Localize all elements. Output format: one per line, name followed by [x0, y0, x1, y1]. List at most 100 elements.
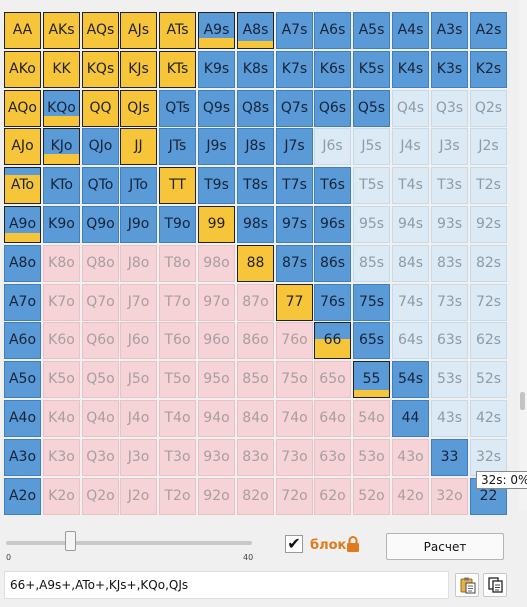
hand-cell[interactable]: T8s: [237, 167, 274, 204]
hand-cell[interactable]: K8s: [237, 51, 274, 88]
hand-cell[interactable]: A9o: [4, 206, 41, 243]
hand-cell[interactable]: 92o: [198, 478, 235, 515]
hand-cell[interactable]: ATs: [159, 12, 196, 49]
hand-cell[interactable]: Q6o: [82, 322, 119, 359]
hand-cell[interactable]: 98o: [198, 245, 235, 282]
hand-cell[interactable]: K5o: [43, 361, 80, 398]
hand-cell[interactable]: 82o: [237, 478, 274, 515]
hand-cell[interactable]: T7s: [276, 167, 313, 204]
hand-cell[interactable]: 44: [392, 400, 429, 437]
hand-cell[interactable]: K7s: [276, 51, 313, 88]
hand-cell[interactable]: A6s: [314, 12, 351, 49]
hand-cell[interactable]: 85s: [353, 245, 390, 282]
hand-cell[interactable]: 32o: [431, 478, 468, 515]
hand-cell[interactable]: 43o: [392, 439, 429, 476]
hand-cell[interactable]: KQs: [82, 51, 119, 88]
hand-cell[interactable]: AA: [4, 12, 41, 49]
hand-cell[interactable]: K8o: [43, 245, 80, 282]
hand-cell[interactable]: KK: [43, 51, 80, 88]
hand-cell[interactable]: K7o: [43, 284, 80, 321]
hand-cell[interactable]: Q5s: [353, 90, 390, 127]
hand-cell[interactable]: 43s: [431, 400, 468, 437]
hand-cell[interactable]: KJs: [120, 51, 157, 88]
hand-cell[interactable]: T3s: [431, 167, 468, 204]
hand-cell[interactable]: 64o: [314, 400, 351, 437]
hand-cell[interactable]: Q3s: [431, 90, 468, 127]
hand-cell[interactable]: K4o: [43, 400, 80, 437]
hand-cell[interactable]: A4o: [4, 400, 41, 437]
hand-cell[interactable]: 93o: [198, 439, 235, 476]
hand-cell[interactable]: J5s: [353, 128, 390, 165]
hand-cell[interactable]: J3o: [120, 439, 157, 476]
hand-cell[interactable]: 54s: [392, 361, 429, 398]
hand-cell[interactable]: AKo: [4, 51, 41, 88]
hand-cell[interactable]: A8o: [4, 245, 41, 282]
hand-cell[interactable]: A3o: [4, 439, 41, 476]
hand-cell[interactable]: 73s: [431, 284, 468, 321]
hand-cell[interactable]: K3s: [431, 51, 468, 88]
range-slider-handle[interactable]: [65, 531, 76, 551]
hand-cell[interactable]: JTs: [159, 128, 196, 165]
hand-cell[interactable]: Q2o: [82, 478, 119, 515]
hand-cell[interactable]: 76s: [314, 284, 351, 321]
hand-cell[interactable]: T3o: [159, 439, 196, 476]
hand-cell[interactable]: 75s: [353, 284, 390, 321]
hand-cell[interactable]: AQs: [82, 12, 119, 49]
hand-cell[interactable]: J3s: [431, 128, 468, 165]
hand-cell[interactable]: J7o: [120, 284, 157, 321]
hand-cell[interactable]: AQo: [4, 90, 41, 127]
hand-cell[interactable]: 86o: [237, 322, 274, 359]
hand-cell[interactable]: T5o: [159, 361, 196, 398]
hand-cell[interactable]: 55: [353, 361, 390, 398]
hand-cell[interactable]: K9s: [198, 51, 235, 88]
hand-cell[interactable]: T9o: [159, 206, 196, 243]
hand-cell[interactable]: J5o: [120, 361, 157, 398]
hand-cell[interactable]: ATo: [4, 167, 41, 204]
hand-cell[interactable]: 72o: [276, 478, 313, 515]
hand-cell[interactable]: 63s: [431, 322, 468, 359]
hand-cell[interactable]: J8s: [237, 128, 274, 165]
hand-cell[interactable]: AJs: [120, 12, 157, 49]
hand-cell[interactable]: 93s: [431, 206, 468, 243]
hand-cell[interactable]: QTs: [159, 90, 196, 127]
hand-cell[interactable]: 63o: [314, 439, 351, 476]
hand-cell[interactable]: KTs: [159, 51, 196, 88]
hand-cell[interactable]: A4s: [392, 12, 429, 49]
hand-cell[interactable]: 92s: [470, 206, 507, 243]
hand-cell[interactable]: A5s: [353, 12, 390, 49]
hand-cell[interactable]: 96s: [314, 206, 351, 243]
hand-cell[interactable]: A8s: [237, 12, 274, 49]
hand-cell[interactable]: Q7o: [82, 284, 119, 321]
hand-cell[interactable]: 84s: [392, 245, 429, 282]
hand-cell[interactable]: 83o: [237, 439, 274, 476]
hand-cell[interactable]: K2s: [470, 51, 507, 88]
hand-cell[interactable]: A7o: [4, 284, 41, 321]
hand-cell[interactable]: JJ: [120, 128, 157, 165]
hand-cell[interactable]: J6o: [120, 322, 157, 359]
hand-cell[interactable]: Q8o: [82, 245, 119, 282]
hand-cell[interactable]: 73o: [276, 439, 313, 476]
hand-cell[interactable]: A2o: [4, 478, 41, 515]
hand-cell[interactable]: A7s: [276, 12, 313, 49]
hand-cell[interactable]: J9s: [198, 128, 235, 165]
calculate-button[interactable]: Расчет: [386, 533, 504, 560]
hand-cell[interactable]: T5s: [353, 167, 390, 204]
hand-cell[interactable]: 65o: [314, 361, 351, 398]
hand-cell[interactable]: J2o: [120, 478, 157, 515]
hand-cell[interactable]: KQo: [43, 90, 80, 127]
hand-cell[interactable]: K6s: [314, 51, 351, 88]
hand-cell[interactable]: 87o: [237, 284, 274, 321]
hand-cell[interactable]: T6s: [314, 167, 351, 204]
hand-cell[interactable]: QJs: [120, 90, 157, 127]
hand-cell[interactable]: 74s: [392, 284, 429, 321]
hand-cell[interactable]: J8o: [120, 245, 157, 282]
hand-cell[interactable]: A5o: [4, 361, 41, 398]
hand-cell[interactable]: Q6s: [314, 90, 351, 127]
hand-cell[interactable]: 99: [198, 206, 235, 243]
hand-cell[interactable]: J7s: [276, 128, 313, 165]
hand-cell[interactable]: T2s: [470, 167, 507, 204]
hand-cell[interactable]: K6o: [43, 322, 80, 359]
hand-cell[interactable]: AJo: [4, 128, 41, 165]
hand-cell[interactable]: 52o: [353, 478, 390, 515]
hand-cell[interactable]: K5s: [353, 51, 390, 88]
